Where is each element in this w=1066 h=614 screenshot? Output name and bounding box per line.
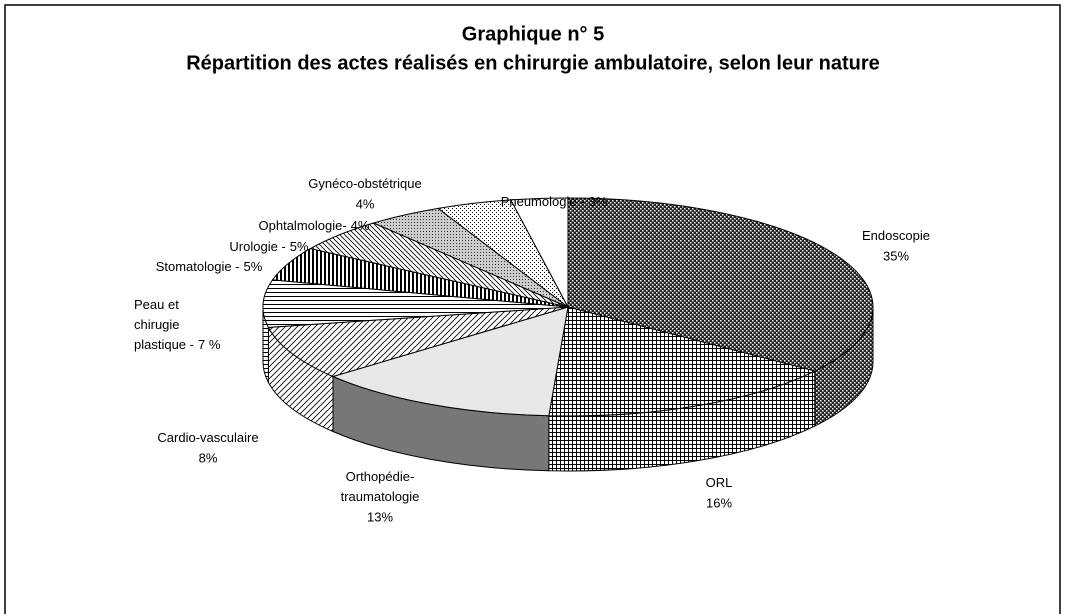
value-label: 7 % bbox=[198, 337, 221, 352]
slice-label: Peau et chirugie plastique - 7 % bbox=[134, 297, 221, 352]
slice-label-line: Ophtalmologie- 4% bbox=[259, 218, 370, 233]
slice-label: Ophtalmologie- 4% bbox=[259, 218, 370, 233]
slice-label-line: Stomatologie - 5% bbox=[156, 259, 263, 274]
category-label: Pneumologie - bbox=[501, 194, 585, 209]
value-label: 5% bbox=[290, 239, 309, 254]
slice-label-line: Endoscopie bbox=[862, 228, 930, 243]
slice-label-line: chirugie bbox=[134, 317, 180, 332]
pie-slice bbox=[267, 306, 569, 378]
slice-label-line: Pneumologie - 3% bbox=[501, 194, 608, 209]
slice-label: Cardio-vasculaire 8% bbox=[157, 430, 258, 465]
category-label: ORL bbox=[706, 475, 733, 490]
pie-slice bbox=[510, 197, 569, 308]
slice-label: ORL 16% bbox=[706, 475, 733, 510]
slice-label: Urologie - 5% bbox=[229, 239, 309, 254]
slice-label: Orthopédie-traumatologie 13% bbox=[341, 469, 420, 524]
category-label: Urologie - bbox=[229, 239, 285, 254]
category-label: traumatologie bbox=[341, 489, 420, 504]
value-label: 16% bbox=[706, 495, 732, 510]
category-label: plastique - bbox=[134, 337, 194, 352]
category-label: chirugie bbox=[134, 317, 180, 332]
chart-title: Graphique n° 5 bbox=[462, 23, 604, 45]
slice-label-line: plastique - 7 % bbox=[134, 337, 221, 352]
category-label: Peau et bbox=[134, 297, 179, 312]
slice-label-line: ORL bbox=[706, 475, 733, 490]
pie-slice bbox=[567, 197, 874, 372]
category-label: Ophtalmologie- bbox=[259, 218, 347, 233]
pie-slice bbox=[331, 306, 569, 417]
slice-label: Stomatologie - 5% bbox=[156, 259, 263, 274]
slice-label-line: traumatologie bbox=[341, 489, 420, 504]
slice-label: Endoscopie 35% bbox=[862, 228, 930, 263]
value-label: 8% bbox=[199, 450, 218, 465]
value-label: 4% bbox=[356, 196, 375, 211]
slice-label: Gynéco-obstétrique 4% bbox=[308, 176, 421, 211]
pie-slice bbox=[548, 306, 817, 417]
chart-subtitle: Répartition des actes réalisés en chirur… bbox=[186, 52, 880, 74]
slice-label-line: Urologie - 5% bbox=[229, 239, 309, 254]
value-label: 35% bbox=[883, 248, 909, 263]
value-label: 3% bbox=[589, 194, 608, 209]
value-label: 5% bbox=[244, 259, 263, 274]
category-label: Cardio-vasculaire bbox=[157, 430, 258, 445]
slice-label-line: Gynéco-obstétrique bbox=[308, 176, 421, 191]
category-label: Endoscopie bbox=[862, 228, 930, 243]
category-label: Gynéco-obstétrique bbox=[308, 176, 421, 191]
category-label: Stomatologie - bbox=[156, 259, 240, 274]
slice-label-line: Orthopédie- bbox=[346, 469, 415, 484]
category-label: Orthopédie- bbox=[346, 469, 415, 484]
value-label: 13% bbox=[367, 509, 393, 524]
slice-label: Pneumologie - 3% bbox=[501, 194, 608, 209]
frame bbox=[4, 4, 1061, 614]
slice-label-line: Peau et bbox=[134, 297, 179, 312]
value-label: 4% bbox=[351, 218, 370, 233]
slice-label-line: Cardio-vasculaire bbox=[157, 430, 258, 445]
pie-slice bbox=[262, 279, 569, 328]
